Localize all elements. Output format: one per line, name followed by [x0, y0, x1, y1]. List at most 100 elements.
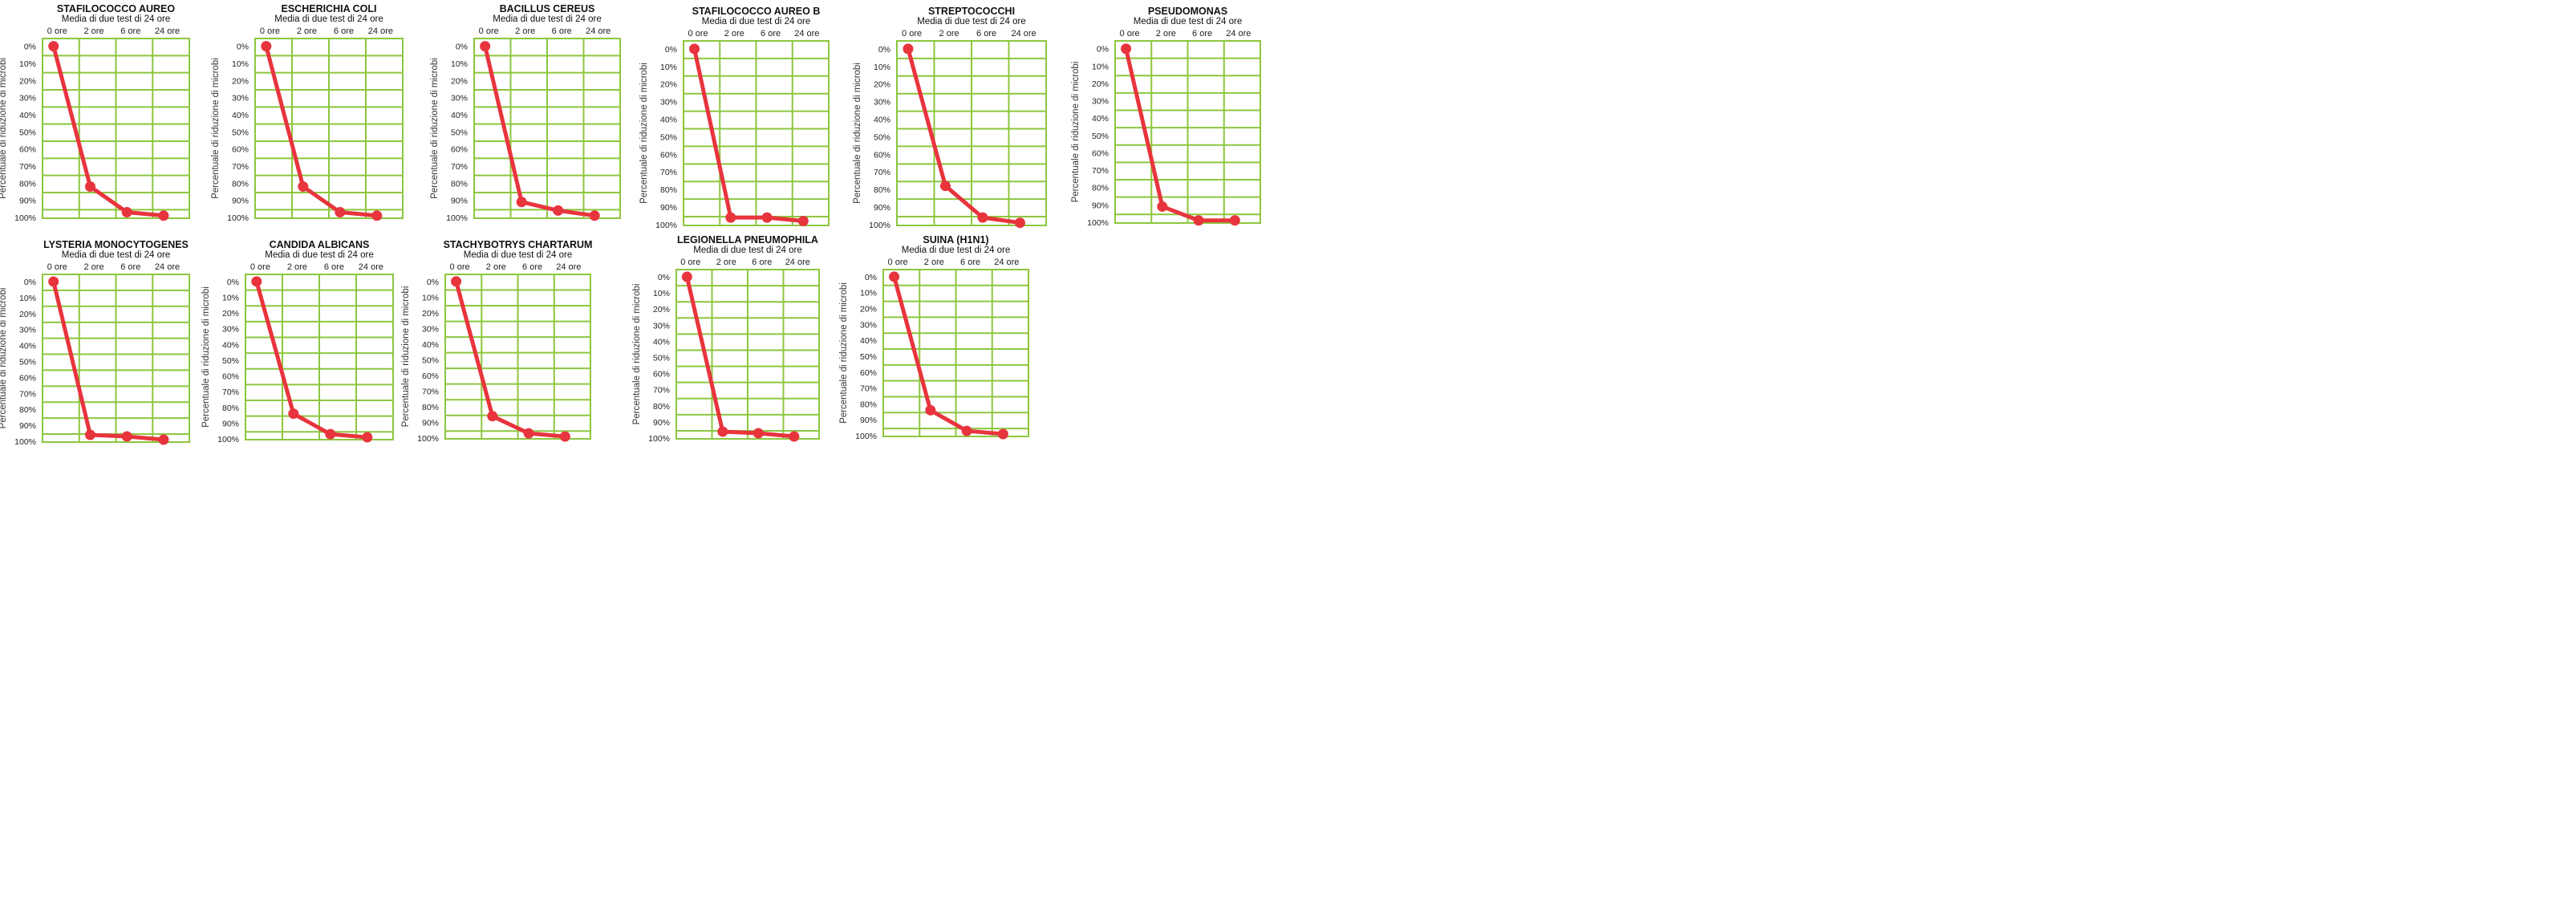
x-tick-label: 24 ore: [794, 29, 819, 39]
chart-title: STAFILOCOCCO AUREO B: [692, 6, 821, 17]
data-point: [903, 43, 914, 55]
y-tick-label: 40%: [232, 111, 249, 120]
y-tick-label: 80%: [222, 404, 239, 413]
y-tick-label: 20%: [1092, 79, 1109, 89]
x-tick-label: 6 ore: [752, 258, 772, 267]
x-tick-label: 24 ore: [994, 258, 1019, 267]
data-point: [325, 428, 336, 440]
x-tick-label: 6 ore: [960, 258, 980, 267]
x-tick-label: 2 ore: [515, 26, 535, 36]
x-tick-label: 6 ore: [522, 262, 542, 272]
data-point: [516, 197, 527, 208]
data-point: [889, 271, 900, 282]
y-tick-label: 50%: [232, 128, 249, 137]
data-point: [553, 205, 564, 216]
y-tick-label: 100%: [446, 213, 468, 223]
y-tick-label: 100%: [1087, 218, 1109, 228]
y-tick-label: 60%: [653, 370, 670, 379]
y-tick-label: 40%: [222, 340, 239, 350]
series-line: [264, 44, 379, 218]
y-tick-label: 50%: [860, 352, 877, 362]
y-tick-label: 30%: [1092, 97, 1109, 107]
data-point: [487, 411, 498, 422]
y-tick-label: 80%: [19, 179, 36, 189]
chart-title: BACILLUS CEREUS: [500, 3, 595, 14]
data-point: [939, 181, 951, 192]
y-tick-label: 70%: [860, 384, 877, 394]
y-tick-label: 80%: [451, 179, 468, 189]
chart-subtitle: Media di due test di 24 ore: [702, 17, 811, 26]
x-tick-label: 24 ore: [785, 258, 810, 267]
y-tick-label: 60%: [660, 150, 677, 160]
y-axis-label: Percentuale di riduzione di microbi: [639, 63, 649, 204]
data-point: [925, 404, 936, 416]
y-tick-label: 50%: [653, 354, 670, 363]
x-tick-label: 24 ore: [586, 26, 611, 36]
y-tick-label: 90%: [19, 197, 36, 206]
x-tick-label: 0 ore: [260, 26, 280, 36]
x-tick-label: 24 ore: [1226, 29, 1251, 39]
y-tick-label: 60%: [19, 145, 36, 155]
y-tick-label: 80%: [653, 402, 670, 412]
y-tick-label: 40%: [860, 336, 877, 346]
y-tick-label: 0%: [24, 278, 36, 287]
chart-subtitle: Media di due test di 24 ore: [464, 250, 573, 260]
y-tick-label: 50%: [19, 128, 36, 137]
y-tick-label: 70%: [19, 389, 36, 399]
y-tick-label: 10%: [222, 293, 239, 302]
x-tick-label: 6 ore: [976, 29, 996, 39]
x-tick-label: 2 ore: [84, 26, 104, 36]
data-point: [689, 43, 700, 55]
data-point: [753, 428, 764, 439]
y-tick-label: 60%: [860, 368, 877, 378]
data-point: [797, 216, 809, 227]
y-tick-label: 30%: [860, 320, 877, 330]
y-tick-label: 60%: [222, 372, 239, 382]
y-tick-label: 20%: [422, 309, 439, 319]
y-tick-label: 70%: [1092, 166, 1109, 176]
y-tick-label: 80%: [232, 179, 249, 189]
y-tick-label: 30%: [874, 98, 890, 108]
y-tick-label: 40%: [19, 342, 36, 351]
y-tick-label: 10%: [660, 63, 677, 72]
chart-title: STAFILOCOCCO AUREO: [57, 3, 175, 14]
y-tick-label: 70%: [653, 386, 670, 396]
y-tick-label: 10%: [860, 289, 877, 298]
y-tick-label: 0%: [658, 273, 670, 282]
y-tick-label: 90%: [860, 416, 877, 425]
y-tick-label: 20%: [451, 76, 468, 86]
y-tick-label: 50%: [660, 132, 677, 142]
y-tick-label: 10%: [422, 293, 439, 302]
data-point: [1014, 217, 1025, 229]
y-tick-label: 100%: [217, 435, 239, 444]
y-tick-label: 0%: [665, 45, 677, 55]
y-tick-label: 30%: [19, 326, 36, 335]
series-line: [454, 279, 567, 439]
x-tick-label: 0 ore: [47, 262, 67, 272]
y-tick-label: 90%: [422, 419, 439, 428]
y-tick-label: 100%: [648, 434, 670, 444]
y-tick-label: 0%: [1097, 45, 1109, 55]
data-point: [335, 207, 346, 218]
data-point: [251, 276, 262, 287]
y-tick-label: 40%: [874, 115, 890, 124]
y-tick-label: 100%: [855, 432, 877, 441]
x-tick-label: 6 ore: [761, 29, 781, 39]
chart-subtitle: Media di due test di 24 ore: [62, 250, 171, 260]
y-tick-label: 30%: [232, 94, 249, 103]
y-tick-label: 10%: [1092, 62, 1109, 71]
data-point: [261, 41, 272, 52]
y-tick-label: 60%: [422, 371, 439, 381]
chart-title: ESCHERICHIA COLI: [282, 3, 377, 14]
y-tick-label: 100%: [417, 434, 439, 444]
y-axis-label: Percentuale di riduzione di microbi: [430, 58, 440, 199]
data-point: [451, 276, 462, 287]
y-tick-label: 50%: [222, 356, 239, 366]
x-tick-label: 0 ore: [250, 262, 270, 272]
